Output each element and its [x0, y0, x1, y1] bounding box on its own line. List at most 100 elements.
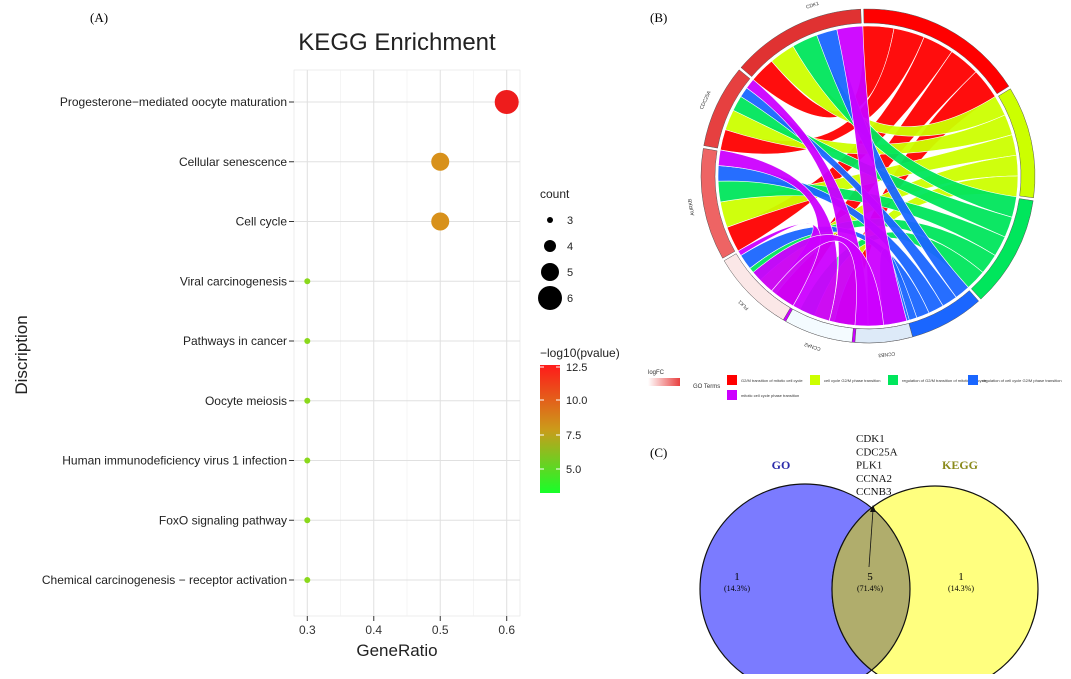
data-points	[304, 90, 519, 583]
data-point	[431, 152, 450, 171]
panel-label-b: (B)	[650, 10, 667, 25]
chord-ribbon	[752, 234, 885, 327]
overlap-gene: PLK1	[856, 460, 882, 472]
color-legend-bar	[540, 365, 560, 493]
size-legend: 3 4 5 6	[538, 215, 573, 310]
color-legend-ticks: 12.5 10.0 7.5 5.0	[540, 362, 587, 476]
venn-go-pct: (14.3%)	[724, 584, 750, 593]
term-legend-swatch	[888, 375, 898, 385]
term-arc	[998, 88, 1036, 199]
category-label: FoxO signaling pathway	[159, 513, 287, 527]
gene-arc	[854, 323, 913, 344]
gene-label: CDK1	[805, 1, 820, 11]
overlap-pointer-arrow	[870, 505, 876, 512]
term-legend-label: mitotic cell cycle phase transition	[741, 393, 799, 398]
chord-ribbon	[836, 25, 908, 327]
size-legend-key	[544, 240, 556, 252]
category-label: Oocyte meiosis	[205, 394, 287, 408]
venn-go-count: 1	[734, 571, 740, 583]
venn-label-kegg: KEGG	[942, 458, 978, 472]
size-legend-key	[538, 286, 562, 310]
size-legend-title: count	[540, 187, 570, 201]
chart-title: KEGG Enrichment	[298, 29, 496, 56]
data-point	[304, 457, 311, 464]
gene-arc	[785, 308, 854, 343]
term-legend-swatch	[727, 390, 737, 400]
chord-arcs	[700, 8, 1036, 344]
size-legend-label: 3	[567, 215, 573, 227]
term-legend-swatch	[968, 375, 978, 385]
logfc-legend-label: logFC	[648, 370, 665, 376]
venn-overlap-pct: (71.4%)	[857, 584, 883, 593]
panel-label-c: (C)	[650, 445, 667, 460]
color-legend-label: 10.0	[566, 395, 587, 407]
term-legend-label: regulation of G2/M transition of mitotic…	[902, 378, 987, 383]
data-point	[494, 90, 519, 114]
term-arc	[971, 198, 1034, 300]
data-point	[304, 397, 311, 404]
go-terms-legend: G2/M transition of mitotic cell cycle cel…	[727, 375, 1062, 400]
gene-label: CCNB3	[878, 350, 896, 358]
venn-kegg-pct: (14.3%)	[948, 584, 974, 593]
overlap-gene: CDK1	[856, 433, 885, 445]
overlap-gene: CCNA2	[856, 473, 892, 485]
data-point	[304, 577, 311, 583]
chord-ribbons	[717, 25, 1019, 327]
data-point	[431, 212, 450, 231]
gene-label: AURKB	[687, 197, 696, 216]
color-legend-label: 12.5	[566, 362, 587, 374]
venn-overlap-count: 5	[867, 571, 873, 583]
size-legend-key	[541, 263, 559, 281]
data-point	[304, 278, 311, 285]
overlap-gene: CCNB3	[856, 486, 892, 498]
size-legend-key	[547, 217, 553, 223]
term-legend-swatch	[727, 375, 737, 385]
color-legend-label: 7.5	[566, 430, 581, 442]
category-labels: Progesterone−mediated oocyte maturation C…	[42, 95, 294, 587]
term-legend-swatch	[810, 375, 820, 385]
category-label: Human immunodeficiency virus 1 infection	[62, 454, 287, 468]
venn-kegg-count: 1	[958, 571, 964, 583]
gene-label: CDC25A	[699, 90, 713, 111]
color-legend-title: −log10(pvalue)	[540, 346, 620, 360]
category-label: Viral carcinogenesis	[180, 274, 287, 288]
x-tick-label: 0.4	[365, 623, 382, 637]
data-point	[304, 517, 311, 524]
term-legend-label: regulation of cell cycle G2/M phase tran…	[982, 378, 1062, 383]
venn-overlap	[831, 507, 911, 671]
logfc-legend-bar	[648, 378, 680, 386]
term-legend-label: G2/M transition of mitotic cell cycle	[741, 378, 803, 383]
x-tick-label: 0.5	[432, 623, 449, 637]
x-tick-label: 0.3	[299, 623, 316, 637]
size-legend-label: 6	[567, 293, 573, 305]
term-arc	[863, 8, 1010, 95]
color-legend-label: 5.0	[566, 464, 581, 476]
kegg-dotplot-panel: (A) KEGG Enrichment Progesterone−mediate…	[12, 10, 620, 660]
gene-arc	[700, 148, 736, 259]
gene-label: PLK1	[737, 298, 750, 311]
venn-label-go: GO	[772, 458, 791, 472]
size-legend-label: 5	[567, 267, 573, 279]
panel-label-a: (A)	[90, 10, 108, 25]
data-point	[304, 338, 311, 344]
size-legend-label: 4	[567, 241, 573, 253]
category-label: Cell cycle	[236, 215, 288, 229]
category-label: Chemical carcinogenesis − receptor activ…	[42, 573, 287, 587]
grid-lines	[294, 70, 520, 616]
x-tick-labels: 0.3 0.4 0.5 0.6	[299, 616, 515, 637]
y-axis-label: Discription	[12, 315, 31, 394]
go-terms-legend-title: GO Terms	[693, 384, 720, 390]
term-legend-label: cell cycle G2/M phase transition	[824, 378, 880, 383]
x-tick-label: 0.6	[498, 623, 515, 637]
gene-arc	[740, 8, 862, 77]
overlap-pointer-line	[868, 509, 874, 568]
category-label: Progesterone−mediated oocyte maturation	[60, 95, 287, 109]
x-axis-label: GeneRatio	[356, 641, 437, 660]
gene-arc	[703, 69, 751, 149]
gene-label: CCNA2	[803, 341, 821, 352]
gene-arc	[723, 253, 791, 321]
